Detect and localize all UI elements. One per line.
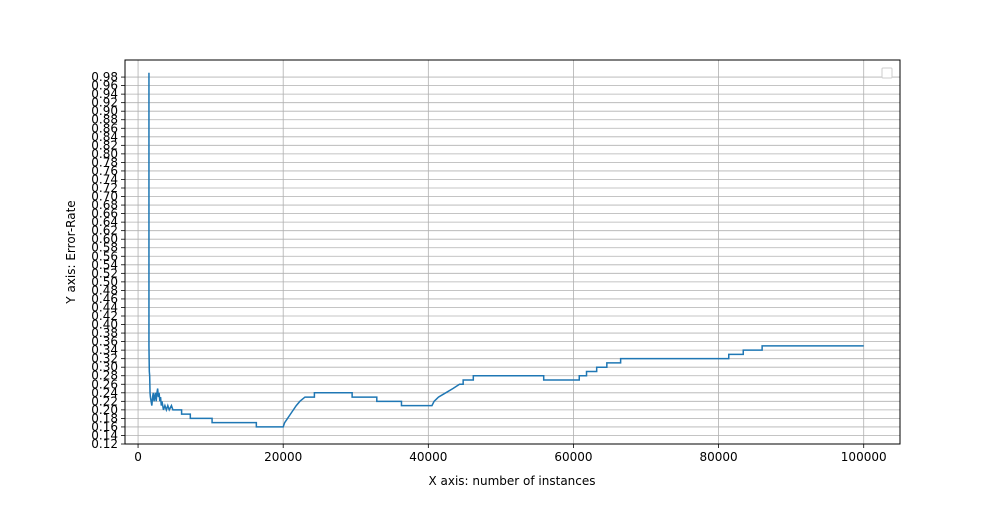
x-tick-label: 20000 <box>264 450 302 464</box>
legend-box <box>881 67 893 79</box>
y-tick-label: 0.88 <box>91 113 118 127</box>
y-tick-label: 0.24 <box>91 386 118 400</box>
y-tick-label: 0.44 <box>91 300 118 314</box>
y-tick-label: 0.12 <box>91 437 118 451</box>
y-tick-label: 0.90 <box>91 104 118 118</box>
y-tick-label: 0.80 <box>91 147 118 161</box>
y-tick-label: 0.18 <box>91 411 118 425</box>
y-tick-label: 0.36 <box>91 335 118 349</box>
plot-area-background <box>125 60 900 444</box>
y-tick-label: 0.14 <box>91 428 118 442</box>
y-tick-label: 0.40 <box>91 318 118 332</box>
y-tick-label: 0.84 <box>91 130 118 144</box>
y-tick-label: 0.42 <box>91 309 118 323</box>
y-tick-label: 0.32 <box>91 352 118 366</box>
x-tick-label: 60000 <box>554 450 592 464</box>
x-tick-label: 100000 <box>841 450 887 464</box>
y-axis-label: Y axis: Error-Rate <box>64 200 78 304</box>
plot-frame <box>124 59 901 445</box>
y-tick-label: 0.26 <box>91 377 118 391</box>
y-tick-label: 0.66 <box>91 207 118 221</box>
x-tick-label: 0 <box>134 450 142 464</box>
y-tick-layer: 0.120.140.160.180.200.220.240.260.280.30… <box>91 70 125 451</box>
y-tick-label: 0.72 <box>91 181 118 195</box>
y-tick-label: 0.54 <box>91 258 118 272</box>
y-tick-label: 0.78 <box>91 155 118 169</box>
y-tick-label: 0.62 <box>91 224 118 238</box>
y-tick-label: 0.22 <box>91 394 118 408</box>
y-tick-label: 0.38 <box>91 326 118 340</box>
x-tick-label: 40000 <box>409 450 447 464</box>
series-line <box>148 72 864 428</box>
x-axis-label: X axis: number of instances <box>428 474 595 488</box>
y-tick-label: 0.94 <box>91 87 118 101</box>
y-tick-label: 0.70 <box>91 190 118 204</box>
series-layer <box>148 72 864 428</box>
grid-layer <box>125 60 900 445</box>
y-tick-label: 0.98 <box>91 70 118 84</box>
y-tick-label: 0.46 <box>91 292 118 306</box>
y-tick-label: 0.82 <box>91 138 118 152</box>
y-tick-label: 0.52 <box>91 266 118 280</box>
x-tick-label: 80000 <box>699 450 737 464</box>
y-tick-label: 0.30 <box>91 360 118 374</box>
y-tick-label: 0.60 <box>91 232 118 246</box>
y-tick-label: 0.28 <box>91 369 118 383</box>
y-tick-label: 0.34 <box>91 343 118 357</box>
y-tick-label: 0.50 <box>91 275 118 289</box>
y-tick-label: 0.86 <box>91 121 118 135</box>
y-tick-label: 0.76 <box>91 164 118 178</box>
y-tick-label: 0.20 <box>91 403 118 417</box>
y-tick-label: 0.96 <box>91 79 118 93</box>
y-tick-label: 0.48 <box>91 283 118 297</box>
x-tick-layer: 0 20000 40000 60000 80000 100000 <box>134 444 887 464</box>
y-tick-label: 0.64 <box>91 215 118 229</box>
y-tick-label: 0.92 <box>91 96 118 110</box>
y-tick-label: 0.56 <box>91 249 118 263</box>
y-tick-label: 0.68 <box>91 198 118 212</box>
y-tick-label: 0.16 <box>91 420 118 434</box>
y-tick-label: 0.58 <box>91 241 118 255</box>
y-tick-label: 0.74 <box>91 172 118 186</box>
